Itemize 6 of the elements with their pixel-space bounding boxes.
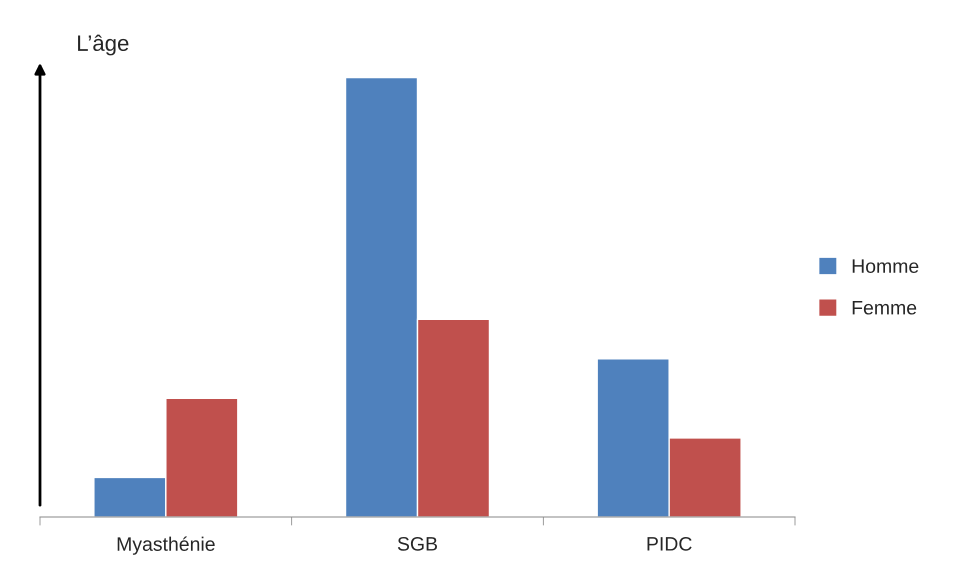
legend-label: Femme: [852, 300, 916, 315]
x-tick-label: PIDC: [648, 536, 692, 551]
x-tick-label: SGB: [398, 536, 438, 551]
x-tick-label: Myasthénie: [118, 536, 215, 555]
y-axis-title: L’âge: [78, 34, 128, 56]
legend-label: Homme: [852, 259, 918, 273]
